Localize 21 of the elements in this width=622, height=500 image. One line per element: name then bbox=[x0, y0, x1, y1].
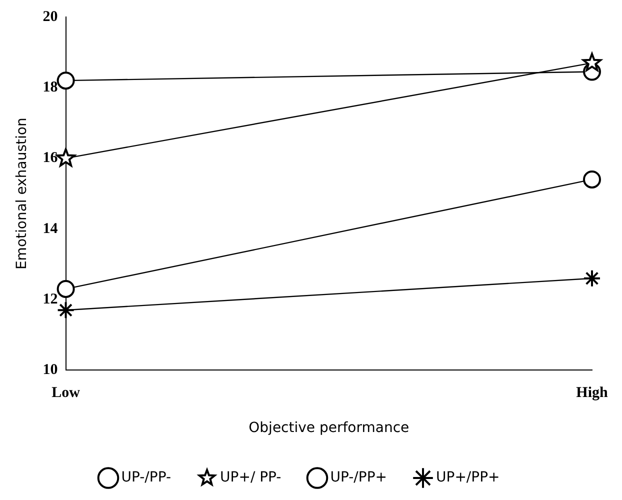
legend-label: UP+/PP+ bbox=[436, 470, 500, 486]
point bbox=[56, 72, 75, 90]
y-tick-label: 18 bbox=[42, 80, 58, 96]
y-tick-label: 12 bbox=[42, 291, 58, 308]
y-tick-label: 14 bbox=[42, 220, 58, 237]
legend-label: UP-/PP- bbox=[121, 470, 172, 486]
point bbox=[583, 269, 601, 288]
point bbox=[583, 170, 601, 188]
legend-label: UP-/PP+ bbox=[330, 470, 388, 486]
y-axis-title: Emotional exhaustion bbox=[14, 118, 30, 270]
point bbox=[56, 280, 75, 298]
x-tick-label: High bbox=[576, 385, 608, 402]
y-tick-label: 10 bbox=[42, 362, 58, 378]
point bbox=[56, 148, 76, 167]
point bbox=[56, 301, 75, 320]
point bbox=[582, 52, 602, 72]
legend-label: UP+/ PP- bbox=[220, 470, 282, 486]
x-tick-label: Low bbox=[52, 385, 80, 402]
y-tick-label: 16 bbox=[42, 150, 58, 166]
x-axis-title: Objective performance bbox=[248, 420, 410, 436]
y-tick-label: 20 bbox=[42, 8, 58, 25]
